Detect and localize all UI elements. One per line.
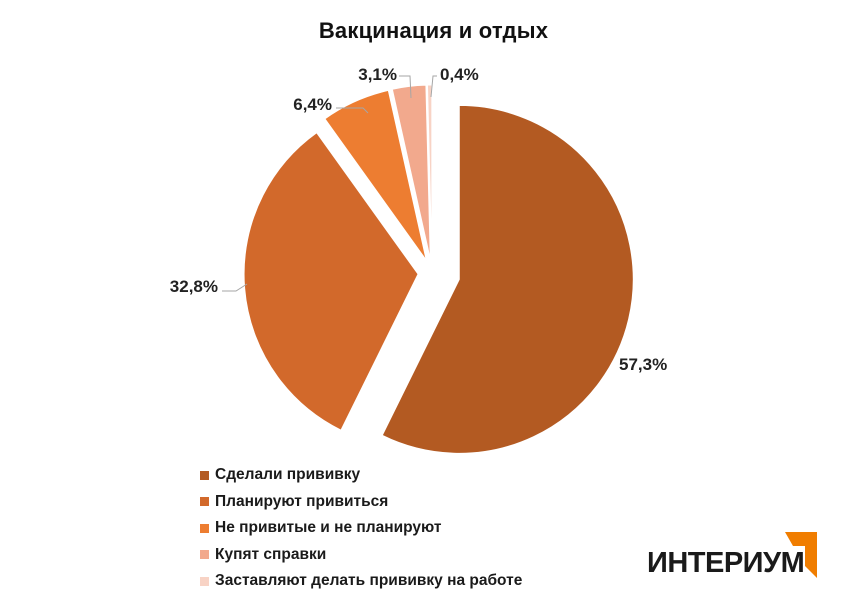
legend-swatch	[200, 576, 209, 586]
data-label-planning: 32,8%	[170, 277, 218, 296]
legend-item-not-planning: Не привитые и не планируют	[200, 515, 522, 542]
data-label-vaccinated: 57,3%	[619, 355, 667, 374]
legend-label: Купят справки	[215, 545, 327, 563]
legend-item-planning: Планируют привиться	[200, 489, 522, 516]
leader-line-planning	[222, 283, 248, 292]
chart-title: Вакцинация и отдых	[318, 18, 549, 43]
logo-arrow-icon	[785, 532, 817, 578]
pie-chart: 57,3% 32,8% 6,4% 3,1% 0,4%	[170, 65, 667, 454]
leader-line-buy-certificates	[399, 75, 412, 99]
data-label-not-planning: 6,4%	[293, 95, 332, 114]
legend-item-forced-at-work: Заставляют делать прививку на работе	[200, 568, 522, 595]
legend-item-buy-certificates: Купят справки	[200, 542, 522, 569]
pie-slice-vaccinated	[381, 104, 634, 454]
data-label-buy-certificates: 3,1%	[358, 65, 397, 84]
leader-line-not-planning	[336, 107, 369, 114]
legend-label: Заставляют делать прививку на работе	[215, 572, 523, 590]
leader-line-forced-at-work	[430, 75, 437, 98]
legend-item-vaccinated: Сделали прививку	[200, 462, 522, 489]
legend-swatch	[200, 497, 209, 507]
pie-slice-buy-certificates	[391, 84, 431, 260]
legend-label: Сделали прививку	[215, 466, 361, 484]
chart-legend: Сделали прививку Планируют привиться Не пр…	[200, 462, 522, 595]
interium-logo: ИНТЕРИУМ	[647, 532, 827, 580]
legend-swatch	[200, 470, 209, 480]
pie-slice-planning	[243, 132, 419, 431]
pie-slice-not-planning	[324, 89, 427, 261]
legend-swatch	[200, 550, 209, 560]
logo-text: ИНТЕРИУМ	[647, 547, 805, 579]
legend-swatch	[200, 523, 209, 533]
legend-label: Не привитые и не планируют	[215, 519, 442, 537]
legend-label: Планируют привиться	[215, 492, 389, 510]
data-label-forced-at-work: 0,4%	[440, 65, 479, 84]
